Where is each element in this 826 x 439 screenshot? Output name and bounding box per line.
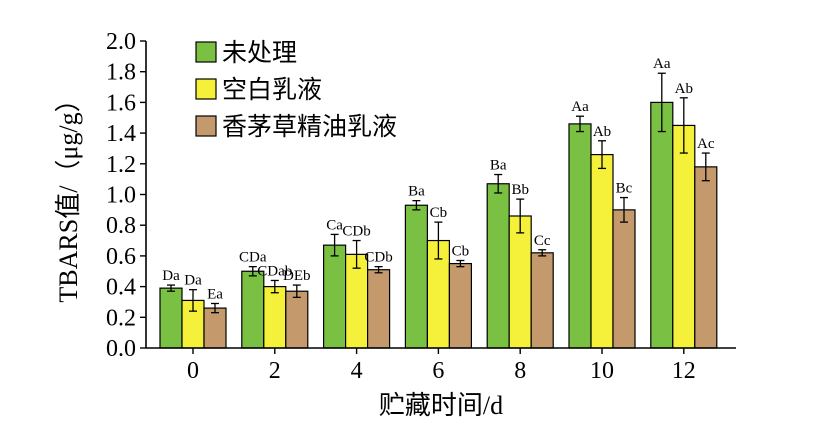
significance-label: Ba: [408, 184, 425, 200]
significance-label: CDb: [342, 224, 370, 240]
bar-2-8: [508, 215, 532, 349]
x-tick-label: 8: [514, 358, 526, 384]
significance-label: Ab: [593, 124, 611, 140]
x-axis-title: 贮藏时间/d: [379, 391, 503, 420]
legend-label: 未处理: [222, 38, 297, 67]
x-tick-label: 4: [351, 358, 363, 384]
x-tick-label: 10: [590, 358, 614, 384]
y-tick-label: 0.0: [106, 336, 136, 362]
bar-3-8: [530, 252, 554, 349]
legend-swatch-3: [195, 115, 217, 137]
y-tick-label: 0.8: [106, 213, 136, 239]
bar-2-10: [590, 153, 614, 349]
significance-label: Cc: [534, 233, 551, 249]
bar-1-2: [241, 270, 265, 349]
y-tick-label: 1.6: [106, 90, 136, 116]
bar-1-12: [650, 101, 674, 349]
bar-1-6: [404, 204, 428, 349]
bar-3-12: [694, 166, 718, 349]
significance-label: DEb: [283, 268, 311, 284]
significance-label: Bb: [511, 182, 529, 198]
significance-label: Aa: [653, 56, 671, 72]
bar-3-0: [203, 307, 227, 349]
y-tick-label: 1.0: [106, 183, 136, 209]
bar-3-10: [612, 209, 636, 349]
bars-layer: [159, 101, 718, 349]
y-tick-label: 0.2: [106, 305, 136, 331]
bar-3-6: [448, 262, 472, 349]
bar-1-8: [486, 183, 510, 349]
x-tick-label: 6: [432, 358, 444, 384]
significance-label: Cb: [452, 244, 470, 260]
significance-label: Da: [184, 273, 202, 289]
legend-swatch-2: [195, 78, 217, 100]
significance-label: CDab: [257, 263, 292, 279]
legend-swatch-1: [195, 41, 217, 63]
significance-label: Cb: [430, 205, 448, 221]
y-tick-label: 2.0: [106, 29, 136, 55]
significance-label: Aa: [571, 99, 589, 115]
significance-label: Ba: [490, 158, 507, 174]
significance-label: CDa: [239, 250, 267, 266]
y-tick-label: 1.4: [106, 121, 136, 147]
significance-label: Ac: [697, 136, 715, 152]
significance-label: Da: [162, 268, 180, 284]
bar-1-10: [568, 123, 592, 349]
bar-1-4: [323, 244, 347, 349]
bar-2-2: [263, 286, 287, 349]
significance-label: CDb: [364, 250, 392, 266]
bar-1-0: [159, 287, 183, 349]
bar-3-4: [367, 269, 391, 349]
legend-label: 香茅草精油乳液: [222, 112, 397, 141]
significance-label: Ea: [207, 286, 223, 302]
y-tick-label: 1.2: [106, 152, 136, 178]
y-tick-label: 1.8: [106, 60, 136, 86]
x-tick-label: 2: [269, 358, 281, 384]
error-bars-layer: [167, 72, 710, 314]
significance-label: Bc: [616, 181, 633, 197]
y-tick-label: 0.4: [106, 275, 136, 301]
axes-layer: 0.0 0.2 0.4 0.6 0.8 1.0 1.2 1.4 1.6 1.8 2.0 0 2 4 6 8 10…: [54, 29, 736, 420]
x-tick-label: 12: [672, 358, 696, 384]
y-tick-label: 0.6: [106, 244, 136, 270]
bar-3-2: [285, 290, 309, 349]
bar-2-12: [672, 124, 696, 349]
legend-label: 空白乳液: [222, 75, 322, 104]
y-axis-title: TBARS值/（μg/g）: [54, 86, 83, 302]
significance-label: Ca: [326, 217, 343, 233]
significance-label: Ab: [675, 81, 693, 97]
x-tick-label: 0: [187, 358, 199, 384]
